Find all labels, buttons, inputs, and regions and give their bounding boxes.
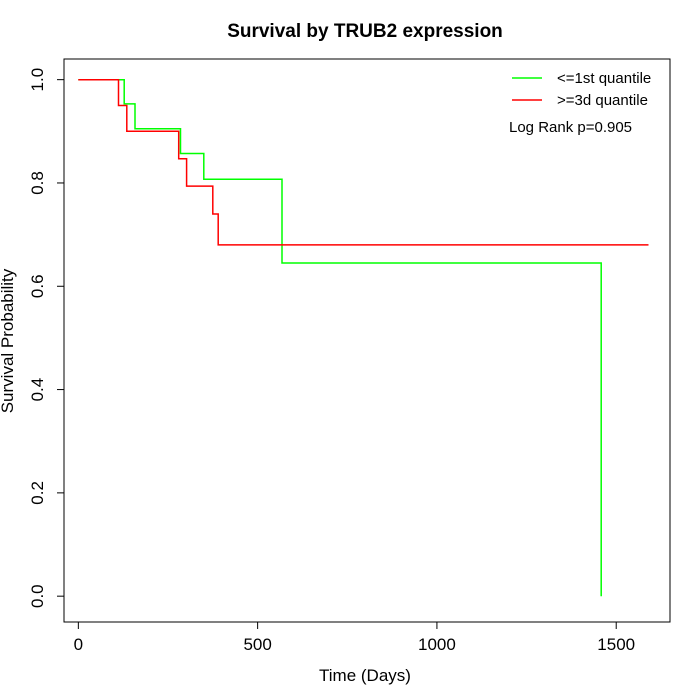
x-tick-label: 1500 [597, 635, 635, 654]
y-tick-label: 0.8 [28, 171, 47, 195]
x-axis-label: Time (Days) [319, 666, 411, 685]
y-tick-label: 0.4 [28, 378, 47, 402]
x-axis: 0 500 1000 1500 [74, 621, 635, 654]
x-tick-label: 500 [243, 635, 271, 654]
legend-label-low: <=1st quantile [557, 70, 651, 87]
y-tick-label: 0.6 [28, 274, 47, 298]
plot-frame [63, 58, 671, 623]
y-tick-label: 0.2 [28, 481, 47, 505]
y-tick-label: 1.0 [28, 68, 47, 92]
chart-title: Survival by TRUB2 expression [227, 21, 503, 42]
x-tick-label: 1000 [418, 635, 456, 654]
log-rank-annotation: Log Rank p=0.905 [509, 119, 632, 136]
legend-label-high: >=3d quantile [557, 92, 648, 109]
x-tick-label: 0 [74, 635, 83, 654]
series-high-quantile [78, 78, 649, 246]
y-axis-label: Survival Probability [0, 268, 17, 413]
series-low-quantile [78, 78, 602, 597]
legend: <=1st quantile >=3d quantile Log Rank p=… [509, 70, 651, 136]
series-group [78, 78, 649, 597]
y-axis: 0.0 0.2 0.4 0.6 0.8 1.0 [28, 68, 65, 608]
y-tick-label: 0.0 [28, 584, 47, 608]
